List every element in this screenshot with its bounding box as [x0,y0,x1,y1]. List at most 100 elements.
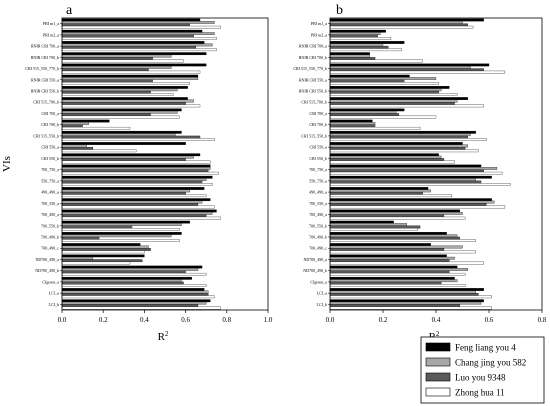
bar-b-13-0 [329,164,482,168]
bar-b-25-1 [329,301,482,305]
bar-b-3-3 [329,59,423,63]
category-label: 490_490_a [309,190,327,195]
bar-b-4-1 [329,65,471,69]
bar-b-8-1 [329,110,397,114]
bar-b-5-0 [329,74,410,78]
bar-a-16-2 [61,203,199,206]
category-label: 550_750_a [41,178,59,183]
bar-a-6-3 [61,93,174,96]
bar-a-5-1 [61,77,199,80]
x-tick-label: 0.2 [379,316,388,324]
bar-a-22-0 [61,265,203,269]
bar-b-25-0 [329,299,484,303]
category-label: CRI 700_a [310,111,328,116]
bar-b-9-2 [329,124,376,128]
bar-b-21-2 [329,259,450,263]
category-label: CIgreen_a [310,279,327,284]
bar-b-20-3 [329,250,476,254]
bar-b-9-1 [329,122,376,125]
bar-b-11-3 [329,149,479,153]
bar-b-0-0 [329,18,484,22]
bar-a-17-1 [61,211,213,215]
bar-a-25-2 [61,304,199,307]
bar-b-19-0 [329,232,447,235]
bar-b-19-2 [329,236,461,240]
bar-b-20-2 [329,248,445,251]
category-label: 700_550_a [41,201,59,206]
bar-b-14-2 [329,180,482,184]
bar-a-24-3 [61,295,215,299]
bar-a-2-3 [61,48,217,52]
x-axis-label: R2 [158,330,169,343]
category-label: LCI_a [49,291,59,296]
bar-b-1-1 [329,32,381,35]
legend-swatch [425,372,451,382]
bar-a-9-3 [61,126,131,130]
bar-a-6-2 [61,90,151,94]
bar-a-13-2 [61,169,209,173]
bar-a-23-1 [61,279,182,283]
bar-a-19-0 [61,232,182,235]
bar-a-9-2 [61,124,83,128]
x-tick-label: 0.8 [222,316,231,324]
bar-a-17-2 [61,214,207,218]
bar-b-3-0 [329,52,370,56]
bar-b-13-3 [329,171,503,175]
bar-a-17-3 [61,216,221,220]
bar-a-3-1 [61,54,172,58]
bar-b-0-1 [329,21,463,24]
bar-a-9-0 [61,119,110,123]
bar-b-17-0 [329,209,461,213]
bar-b-16-1 [329,200,495,204]
bar-b-11-1 [329,144,468,148]
bar-b-14-1 [329,178,476,181]
bar-b-24-0 [329,288,484,291]
category-label: RNIR CRI 700_b [299,55,327,60]
panel-b: b PRI m1_a PRI m2_a RNIR CRI 700_a RNIR CRI … [293,3,547,343]
bar-b-12-1 [329,155,442,159]
bar-b-24-2 [329,293,479,296]
category-label: CRI 700_a [42,111,60,116]
bar-b-23-3 [329,284,466,287]
bar-a-1-3 [61,37,217,40]
bar-a-21-2 [61,259,143,263]
category-label: 700_750_a [309,167,327,172]
bar-b-10-0 [329,130,476,134]
bar-b-17-3 [329,216,466,220]
bar-a-13-3 [61,171,219,175]
bar-b-21-1 [329,256,455,260]
bar-a-0-1 [61,21,215,24]
bar-a-2-1 [61,43,213,47]
bar-b-15-3 [329,194,453,198]
bar-b-3-2 [329,57,376,60]
bar-b-22-3 [329,272,466,276]
bar-b-22-2 [329,270,450,274]
bar-a-1-1 [61,32,215,35]
category-label: 550_750_a [309,178,327,183]
panel-a: a PRI m1_a PRI m2_a RNIR CRI 700_a RNIR CRI … [1,3,273,343]
category-label: CRI 515_700_b [33,100,59,105]
category-label: 490_490_a [41,190,59,195]
bar-a-18-3 [61,228,180,231]
bar-b-8-0 [329,108,405,112]
bar-b-18-3 [329,228,418,231]
category-label: CRI 515_550_770_b [293,66,327,71]
x-tick-label: 0.0 [58,316,67,324]
bar-a-0-2 [61,23,190,27]
bar-b-2-0 [329,41,405,44]
bar-a-5-3 [61,82,190,85]
bar-b-24-3 [329,295,492,299]
bar-a-16-3 [61,205,215,209]
bar-b-9-3 [329,126,421,130]
category-label: RNIR CRI 550_a [31,77,59,82]
bar-a-13-1 [61,167,211,170]
bar-b-15-1 [329,189,431,193]
bar-a-20-1 [61,245,149,249]
category-label: CRI 550_b [41,156,59,161]
category-label: 700_550_b [41,223,59,228]
bar-b-7-3 [329,104,484,108]
bar-b-12-2 [329,158,445,161]
category-label: LCI_b [317,302,327,307]
bar-a-18-0 [61,220,190,224]
bar-b-4-0 [329,63,490,67]
